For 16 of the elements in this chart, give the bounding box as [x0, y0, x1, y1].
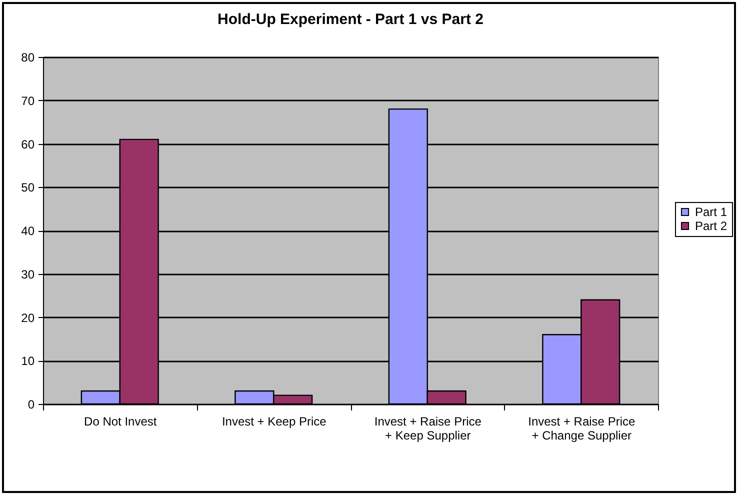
y-tick-label: 40 — [21, 224, 35, 238]
y-tick-label: 20 — [21, 310, 35, 325]
y-tick-label: 70 — [21, 94, 35, 108]
y-tick-label: 50 — [21, 180, 35, 195]
x-tick-label: Do Not Invest — [84, 414, 158, 428]
x-tick-label: Invest + Raise Price + Change Supplier — [528, 414, 636, 442]
y-tick-label: 10 — [21, 354, 35, 368]
x-tick-label: Invest + Raise Price + Keep Supplier — [374, 414, 482, 442]
y-tick-label: 80 — [21, 50, 35, 64]
y-tick-label: 30 — [21, 267, 35, 282]
chart-title: Hold-Up Experiment - Part 1 vs Part 2 — [218, 11, 484, 28]
y-tick-label: 60 — [21, 137, 35, 152]
y-tick-label: 0 — [28, 398, 35, 412]
legend-label: Part 2 — [695, 219, 728, 233]
legend-label: Part 1 — [695, 205, 728, 219]
x-tick-label: Invest + Keep Price — [222, 414, 327, 428]
